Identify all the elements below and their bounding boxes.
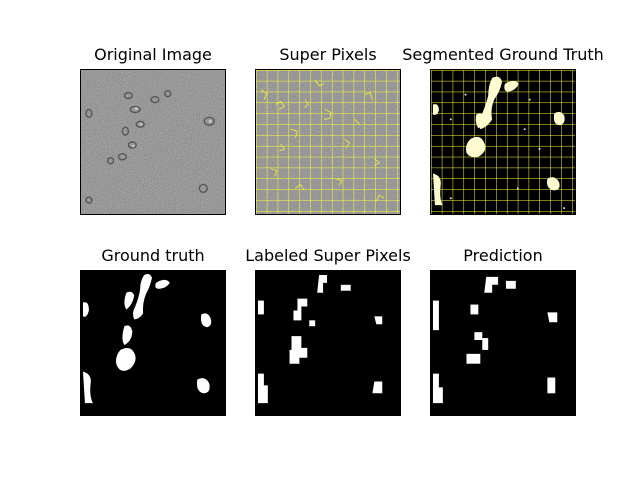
super-pixels-image <box>255 69 401 215</box>
panel-title: Labeled Super Pixels <box>245 246 411 265</box>
panel-title: Prediction <box>463 246 543 265</box>
panel-title: Original Image <box>94 45 212 64</box>
segmented-ground-truth-image <box>430 69 576 215</box>
panel-title: Super Pixels <box>279 45 377 64</box>
original-image <box>80 69 226 215</box>
ground-truth-mask <box>80 270 226 416</box>
panel-title: Ground truth <box>101 246 205 265</box>
panel-title: Segmented Ground Truth <box>402 45 604 64</box>
labeled-super-pixels-mask <box>255 270 401 416</box>
prediction-mask <box>430 270 576 416</box>
